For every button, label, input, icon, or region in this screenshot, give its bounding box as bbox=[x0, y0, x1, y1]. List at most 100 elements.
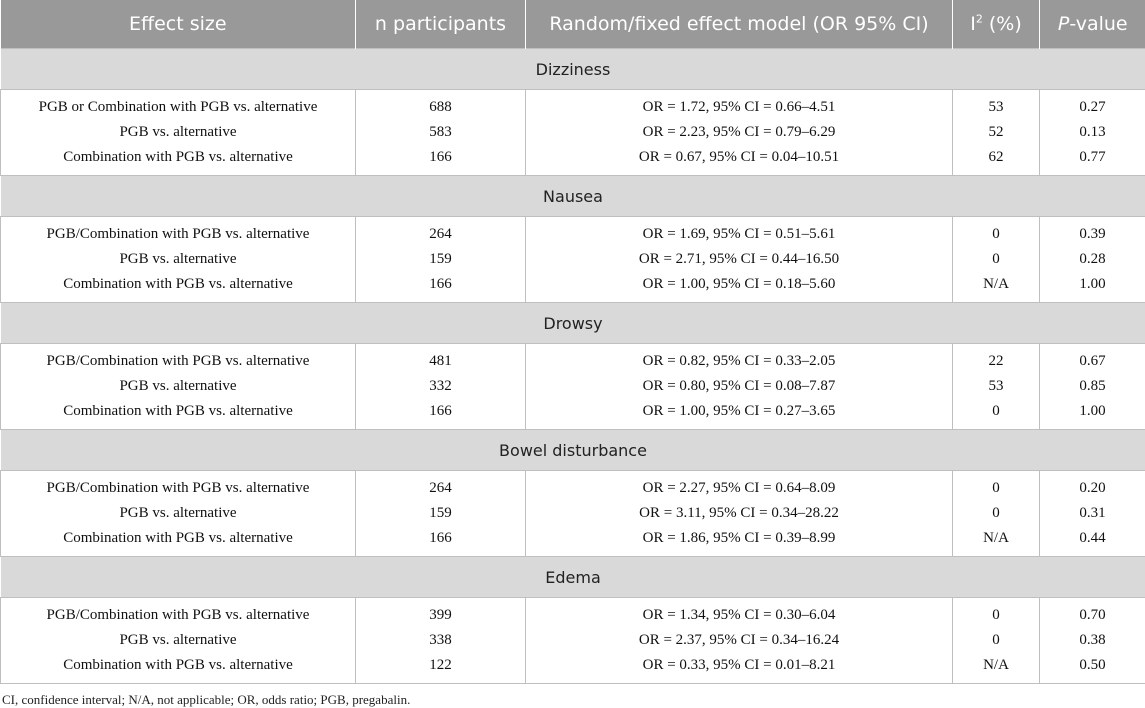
cell-p-value: 0.28 bbox=[1039, 247, 1145, 272]
section-title: Bowel disturbance bbox=[0, 429, 1145, 471]
cell-model: OR = 1.00, 95% CI = 0.18–5.60 bbox=[525, 272, 953, 303]
cell-effect-size: Combination with PGB vs. alternative bbox=[0, 399, 356, 430]
cell-i2: 0 bbox=[952, 470, 1040, 501]
cell-i2: 62 bbox=[952, 145, 1040, 176]
cell-i2: 53 bbox=[952, 89, 1040, 120]
table-row: PGB/Combination with PGB vs. alternative… bbox=[0, 597, 1145, 628]
cell-i2: N/A bbox=[952, 653, 1040, 684]
section-title: Edema bbox=[0, 556, 1145, 598]
cell-n-participants: 481 bbox=[355, 343, 526, 374]
cell-effect-size: PGB or Combination with PGB vs. alternat… bbox=[0, 89, 356, 120]
cell-effect-size: PGB/Combination with PGB vs. alternative bbox=[0, 470, 356, 501]
cell-effect-size: PGB/Combination with PGB vs. alternative bbox=[0, 597, 356, 628]
header-i2-sup: 2 bbox=[975, 12, 983, 26]
cell-model: OR = 2.37, 95% CI = 0.34–16.24 bbox=[525, 628, 953, 653]
cell-model: OR = 1.69, 95% CI = 0.51–5.61 bbox=[525, 216, 953, 247]
table-row: Combination with PGB vs. alternative 166 O… bbox=[0, 145, 1145, 176]
cell-p-value: 0.31 bbox=[1039, 501, 1145, 526]
table-row: PGB vs. alternative 159 OR = 3.11, 95% CI … bbox=[0, 501, 1145, 526]
cell-i2: 52 bbox=[952, 120, 1040, 145]
cell-p-value: 1.00 bbox=[1039, 399, 1145, 430]
header-p-value: P-value bbox=[1039, 0, 1145, 49]
cell-n-participants: 159 bbox=[355, 247, 526, 272]
cell-effect-size: Combination with PGB vs. alternative bbox=[0, 145, 356, 176]
cell-model: OR = 0.82, 95% CI = 0.33–2.05 bbox=[525, 343, 953, 374]
cell-model: OR = 1.86, 95% CI = 0.39–8.99 bbox=[525, 526, 953, 557]
cell-n-participants: 583 bbox=[355, 120, 526, 145]
cell-i2: 0 bbox=[952, 247, 1040, 272]
cell-n-participants: 166 bbox=[355, 399, 526, 430]
cell-n-participants: 338 bbox=[355, 628, 526, 653]
cell-p-value: 0.20 bbox=[1039, 470, 1145, 501]
cell-model: OR = 0.33, 95% CI = 0.01–8.21 bbox=[525, 653, 953, 684]
header-i2-rest: (%) bbox=[982, 13, 1022, 35]
table-body: Dizziness PGB or Combination with PGB vs.… bbox=[0, 48, 1145, 684]
cell-p-value: 0.85 bbox=[1039, 374, 1145, 399]
table-row: Combination with PGB vs. alternative 122 O… bbox=[0, 653, 1145, 684]
cell-p-value: 1.00 bbox=[1039, 272, 1145, 303]
header-p-italic: P bbox=[1057, 13, 1070, 35]
cell-i2: 0 bbox=[952, 216, 1040, 247]
table-row: Combination with PGB vs. alternative 166 O… bbox=[0, 399, 1145, 430]
cell-effect-size: PGB vs. alternative bbox=[0, 501, 356, 526]
cell-p-value: 0.38 bbox=[1039, 628, 1145, 653]
results-table: Effect size n participants Random/fixed … bbox=[0, 0, 1145, 684]
cell-model: OR = 1.34, 95% CI = 0.30–6.04 bbox=[525, 597, 953, 628]
cell-i2: 0 bbox=[952, 597, 1040, 628]
cell-p-value: 0.44 bbox=[1039, 526, 1145, 557]
table-row: PGB/Combination with PGB vs. alternative… bbox=[0, 470, 1145, 501]
table-row: Combination with PGB vs. alternative 166 O… bbox=[0, 272, 1145, 303]
cell-effect-size: Combination with PGB vs. alternative bbox=[0, 272, 356, 303]
table-row: PGB/Combination with PGB vs. alternative… bbox=[0, 343, 1145, 374]
header-row: Effect size n participants Random/fixed … bbox=[0, 0, 1145, 49]
cell-p-value: 0.13 bbox=[1039, 120, 1145, 145]
cell-p-value: 0.50 bbox=[1039, 653, 1145, 684]
header-n-participants: n participants bbox=[355, 0, 526, 49]
cell-n-participants: 166 bbox=[355, 526, 526, 557]
cell-n-participants: 166 bbox=[355, 145, 526, 176]
table-footnote: CI, confidence interval; N/A, not applic… bbox=[2, 692, 411, 707]
cell-model: OR = 0.80, 95% CI = 0.08–7.87 bbox=[525, 374, 953, 399]
cell-model: OR = 2.23, 95% CI = 0.79–6.29 bbox=[525, 120, 953, 145]
table-header: Effect size n participants Random/fixed … bbox=[0, 0, 1145, 49]
cell-effect-size: PGB vs. alternative bbox=[0, 374, 356, 399]
cell-n-participants: 399 bbox=[355, 597, 526, 628]
cell-effect-size: PGB/Combination with PGB vs. alternative bbox=[0, 343, 356, 374]
section-header-row: Dizziness bbox=[0, 48, 1145, 90]
cell-effect-size: Combination with PGB vs. alternative bbox=[0, 653, 356, 684]
cell-p-value: 0.67 bbox=[1039, 343, 1145, 374]
cell-n-participants: 332 bbox=[355, 374, 526, 399]
cell-model: OR = 1.00, 95% CI = 0.27–3.65 bbox=[525, 399, 953, 430]
header-i2: I2 (%) bbox=[952, 0, 1040, 49]
table-row: PGB or Combination with PGB vs. alternat… bbox=[0, 89, 1145, 120]
table-row: Combination with PGB vs. alternative 166 O… bbox=[0, 526, 1145, 557]
section-header-row: Edema bbox=[0, 556, 1145, 598]
table-row: PGB vs. alternative 332 OR = 0.80, 95% CI … bbox=[0, 374, 1145, 399]
section-title: Nausea bbox=[0, 175, 1145, 217]
cell-p-value: 0.39 bbox=[1039, 216, 1145, 247]
section-title: Drowsy bbox=[0, 302, 1145, 344]
cell-n-participants: 688 bbox=[355, 89, 526, 120]
section-header-row: Drowsy bbox=[0, 302, 1145, 344]
cell-i2: 0 bbox=[952, 399, 1040, 430]
cell-model: OR = 2.71, 95% CI = 0.44–16.50 bbox=[525, 247, 953, 272]
cell-i2: 0 bbox=[952, 501, 1040, 526]
table-row: PGB vs. alternative 338 OR = 2.37, 95% CI … bbox=[0, 628, 1145, 653]
section-header-row: Bowel disturbance bbox=[0, 429, 1145, 471]
header-model: Random/fixed effect model (OR 95% CI) bbox=[525, 0, 953, 49]
cell-model: OR = 3.11, 95% CI = 0.34–28.22 bbox=[525, 501, 953, 526]
cell-i2: N/A bbox=[952, 272, 1040, 303]
cell-p-value: 0.77 bbox=[1039, 145, 1145, 176]
cell-n-participants: 159 bbox=[355, 501, 526, 526]
cell-p-value: 0.27 bbox=[1039, 89, 1145, 120]
cell-effect-size: PGB/Combination with PGB vs. alternative bbox=[0, 216, 356, 247]
header-effect-size: Effect size bbox=[0, 0, 356, 49]
section-title: Dizziness bbox=[0, 48, 1145, 90]
table-row: PGB vs. alternative 159 OR = 2.71, 95% CI … bbox=[0, 247, 1145, 272]
cell-effect-size: PGB vs. alternative bbox=[0, 120, 356, 145]
header-i2-base: I bbox=[970, 13, 976, 35]
cell-i2: N/A bbox=[952, 526, 1040, 557]
cell-model: OR = 2.27, 95% CI = 0.64–8.09 bbox=[525, 470, 953, 501]
cell-n-participants: 264 bbox=[355, 470, 526, 501]
